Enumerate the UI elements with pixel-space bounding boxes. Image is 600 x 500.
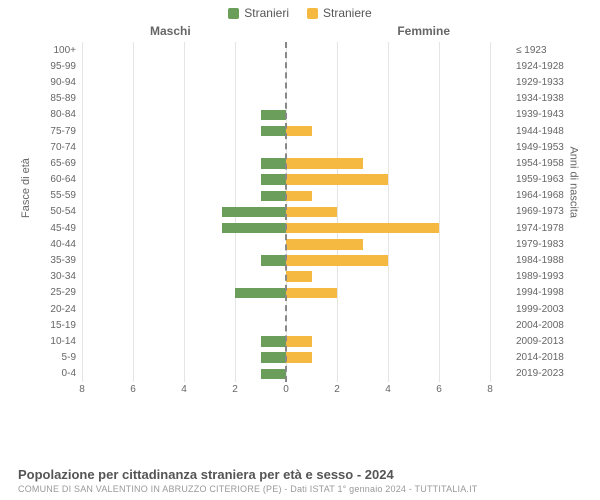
- x-tick: 2: [334, 384, 340, 395]
- gridline: [490, 42, 491, 382]
- chart-subtitle: COMUNE DI SAN VALENTINO IN ABRUZZO CITER…: [18, 484, 582, 494]
- bar-male: [261, 110, 287, 121]
- birth-label: 1924-1928: [512, 58, 580, 74]
- bar-female: [286, 126, 312, 137]
- age-label: 85-89: [20, 91, 80, 107]
- y-ticks-birth: ≤ 19231924-19281929-19331934-19381939-19…: [512, 42, 580, 382]
- bar-male: [222, 223, 286, 234]
- birth-label: 2004-2008: [512, 317, 580, 333]
- bar-female: [286, 239, 363, 250]
- swatch-male: [228, 8, 239, 19]
- footer: Popolazione per cittadinanza straniera p…: [18, 467, 582, 494]
- bar-female: [286, 223, 439, 234]
- legend-label-male: Stranieri: [244, 6, 289, 20]
- bar-male: [222, 207, 286, 218]
- x-tick: 4: [181, 384, 187, 395]
- birth-label: 1929-1933: [512, 74, 580, 90]
- bar-female: [286, 207, 337, 218]
- birth-label: 1974-1978: [512, 220, 580, 236]
- x-tick: 8: [487, 384, 493, 395]
- legend: Stranieri Straniere: [0, 0, 600, 22]
- age-label: 65-69: [20, 155, 80, 171]
- bar-female: [286, 336, 312, 347]
- bar-male: [261, 369, 287, 380]
- age-label: 40-44: [20, 236, 80, 252]
- x-tick: 6: [130, 384, 136, 395]
- bar-female: [286, 158, 363, 169]
- x-tick: 0: [283, 384, 289, 395]
- bar-female: [286, 352, 312, 363]
- legend-item-male: Stranieri: [228, 6, 289, 20]
- bar-male: [261, 158, 287, 169]
- birth-label: 2009-2013: [512, 333, 580, 349]
- x-tick: 6: [436, 384, 442, 395]
- birth-label: 1969-1973: [512, 204, 580, 220]
- birth-label: 1979-1983: [512, 236, 580, 252]
- swatch-female: [307, 8, 318, 19]
- age-label: 15-19: [20, 317, 80, 333]
- age-label: 45-49: [20, 220, 80, 236]
- age-label: 35-39: [20, 252, 80, 268]
- x-axis: 8 6 4 2 0 2 4 6 8: [82, 384, 490, 400]
- x-tick: 4: [385, 384, 391, 395]
- age-label: 30-34: [20, 269, 80, 285]
- age-label: 75-79: [20, 123, 80, 139]
- bar-female: [286, 255, 388, 266]
- age-label: 0-4: [20, 366, 80, 382]
- y-ticks-age: 100+95-9990-9485-8980-8475-7970-7465-696…: [20, 42, 80, 382]
- bar-male: [261, 336, 287, 347]
- birth-label: 1949-1953: [512, 139, 580, 155]
- birth-label: 1999-2003: [512, 301, 580, 317]
- legend-label-female: Straniere: [323, 6, 372, 20]
- bar-male: [261, 255, 287, 266]
- chart: Maschi Femmine Fasce di età Anni di nasc…: [20, 22, 580, 422]
- bar-female: [286, 174, 388, 185]
- birth-label: 1964-1968: [512, 188, 580, 204]
- age-label: 70-74: [20, 139, 80, 155]
- age-label: 5-9: [20, 350, 80, 366]
- bar-female: [286, 191, 312, 202]
- age-label: 20-24: [20, 301, 80, 317]
- x-tick: 2: [232, 384, 238, 395]
- center-axis: [285, 42, 287, 382]
- bar-female: [286, 288, 337, 299]
- age-label: 60-64: [20, 172, 80, 188]
- birth-label: 1934-1938: [512, 91, 580, 107]
- chart-title: Popolazione per cittadinanza straniera p…: [18, 467, 582, 482]
- bar-male: [261, 126, 287, 137]
- birth-label: 1994-1998: [512, 285, 580, 301]
- age-label: 80-84: [20, 107, 80, 123]
- birth-label: ≤ 1923: [512, 42, 580, 58]
- birth-label: 1939-1943: [512, 107, 580, 123]
- age-label: 25-29: [20, 285, 80, 301]
- age-label: 90-94: [20, 74, 80, 90]
- bar-male: [235, 288, 286, 299]
- bar-female: [286, 271, 312, 282]
- birth-label: 2019-2023: [512, 366, 580, 382]
- age-label: 10-14: [20, 333, 80, 349]
- column-header-male: Maschi: [150, 24, 191, 38]
- birth-label: 1944-1948: [512, 123, 580, 139]
- birth-label: 1989-1993: [512, 269, 580, 285]
- age-label: 50-54: [20, 204, 80, 220]
- birth-label: 1984-1988: [512, 252, 580, 268]
- age-label: 55-59: [20, 188, 80, 204]
- bar-male: [261, 352, 287, 363]
- age-label: 95-99: [20, 58, 80, 74]
- bar-male: [261, 174, 287, 185]
- x-tick: 8: [79, 384, 85, 395]
- bar-male: [261, 191, 287, 202]
- column-header-female: Femmine: [397, 24, 450, 38]
- birth-label: 2014-2018: [512, 350, 580, 366]
- plot-area: [82, 42, 490, 382]
- age-label: 100+: [20, 42, 80, 58]
- birth-label: 1954-1958: [512, 155, 580, 171]
- birth-label: 1959-1963: [512, 172, 580, 188]
- legend-item-female: Straniere: [307, 6, 372, 20]
